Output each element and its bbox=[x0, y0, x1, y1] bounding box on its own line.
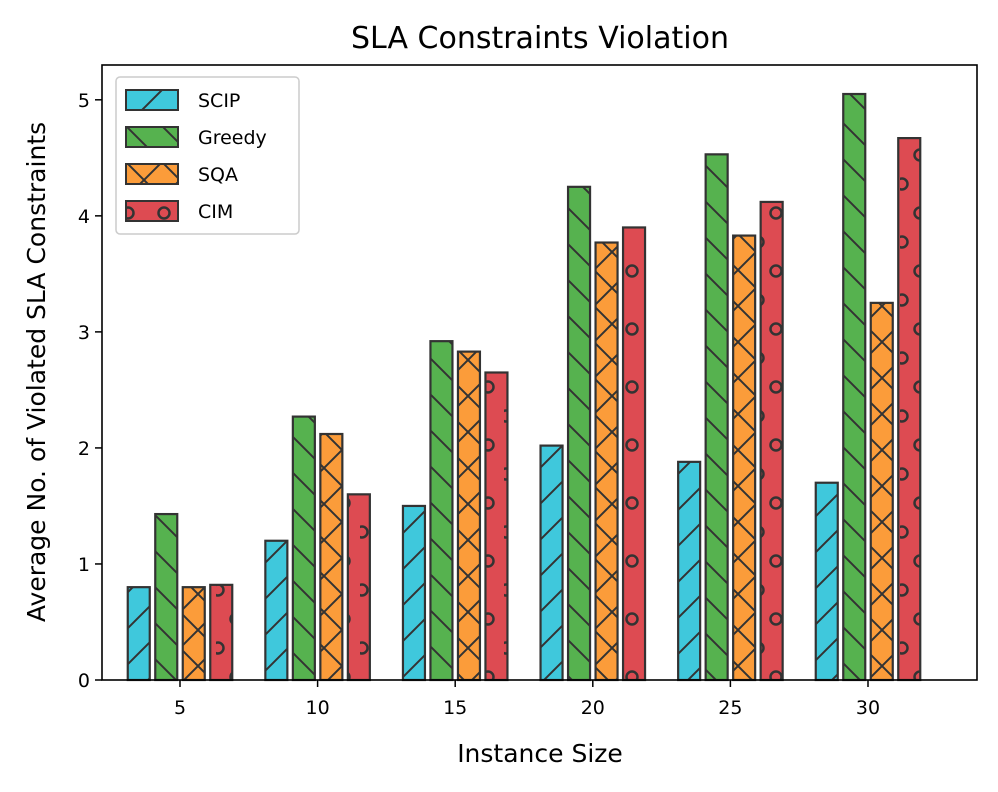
bar-hatch-scip-5 bbox=[126, 586, 151, 682]
bar-hatch-scip-25 bbox=[677, 460, 702, 682]
x-tick-label: 20 bbox=[581, 697, 605, 719]
bar-hatch-scip-30 bbox=[814, 481, 839, 682]
y-axis-label: Average No. of Violated SLA Constraints bbox=[22, 122, 51, 622]
bar-hatch-scip-15 bbox=[401, 504, 427, 682]
bar-hatch-scip-10 bbox=[264, 539, 289, 682]
legend-frame bbox=[115, 76, 300, 235]
bar-hatch-cim-30 bbox=[897, 137, 922, 682]
legend-label-cim: CIM bbox=[198, 201, 233, 223]
bar-hatch-sqa-15 bbox=[456, 350, 482, 682]
plot-frame bbox=[101, 64, 978, 681]
x-tick-label: 25 bbox=[718, 697, 742, 719]
y-tick-label: 5 bbox=[78, 90, 90, 112]
x-tick-label: 30 bbox=[856, 697, 880, 719]
x-tick-label: 15 bbox=[443, 697, 467, 719]
bar-hatch-sqa-5 bbox=[181, 586, 206, 682]
legend-label-greedy: Greedy bbox=[198, 127, 267, 149]
y-tick-label: 0 bbox=[78, 670, 90, 692]
y-tick-label: 3 bbox=[78, 322, 90, 344]
bars-group bbox=[126, 92, 922, 682]
y-axis: 0 1 2 3 4 5 bbox=[78, 90, 102, 692]
x-tick-label: 10 bbox=[306, 697, 330, 719]
bar-hatch-greedy-25 bbox=[704, 153, 729, 682]
y-tick-label: 4 bbox=[78, 206, 90, 228]
chart-title: SLA Constraints Violation bbox=[351, 21, 729, 56]
x-tick-label: 5 bbox=[174, 697, 186, 719]
bar-hatch-scip-20 bbox=[539, 444, 564, 682]
bar-hatch-sqa-10 bbox=[319, 432, 344, 682]
bar-hatch-greedy-5 bbox=[154, 512, 179, 682]
bar-hatch-sqa-20 bbox=[594, 241, 619, 682]
x-axis-label: Instance Size bbox=[457, 739, 623, 768]
bar-hatch-cim-10 bbox=[346, 493, 371, 682]
legend-label-scip: SCIP bbox=[198, 90, 240, 112]
bar-hatch-sqa-30 bbox=[869, 301, 894, 682]
legend-swatch-hatch-sqa bbox=[125, 163, 179, 185]
legend: SCIP Greedy SQA CIM bbox=[115, 76, 300, 235]
y-tick-label: 2 bbox=[78, 438, 90, 460]
legend-swatch-hatch-scip bbox=[125, 89, 179, 111]
legend-swatch-hatch-greedy bbox=[125, 126, 179, 148]
bar-hatch-greedy-10 bbox=[291, 415, 316, 682]
legend-label-sqa: SQA bbox=[198, 164, 238, 186]
bar-hatch-greedy-30 bbox=[842, 92, 867, 682]
y-tick-label: 1 bbox=[78, 554, 90, 576]
bar-hatch-cim-15 bbox=[484, 371, 509, 682]
bar-hatch-greedy-20 bbox=[566, 185, 592, 682]
bar-hatch-cim-20 bbox=[621, 226, 647, 682]
x-axis: 5 10 15 20 25 30 bbox=[174, 680, 880, 719]
bar-hatch-cim-25 bbox=[759, 200, 784, 682]
bar-hatch-cim-5 bbox=[209, 583, 234, 682]
bar-hatch-sqa-25 bbox=[732, 234, 757, 682]
bar-hatch-greedy-15 bbox=[429, 340, 454, 682]
legend-swatch-hatch-cim bbox=[125, 200, 179, 222]
